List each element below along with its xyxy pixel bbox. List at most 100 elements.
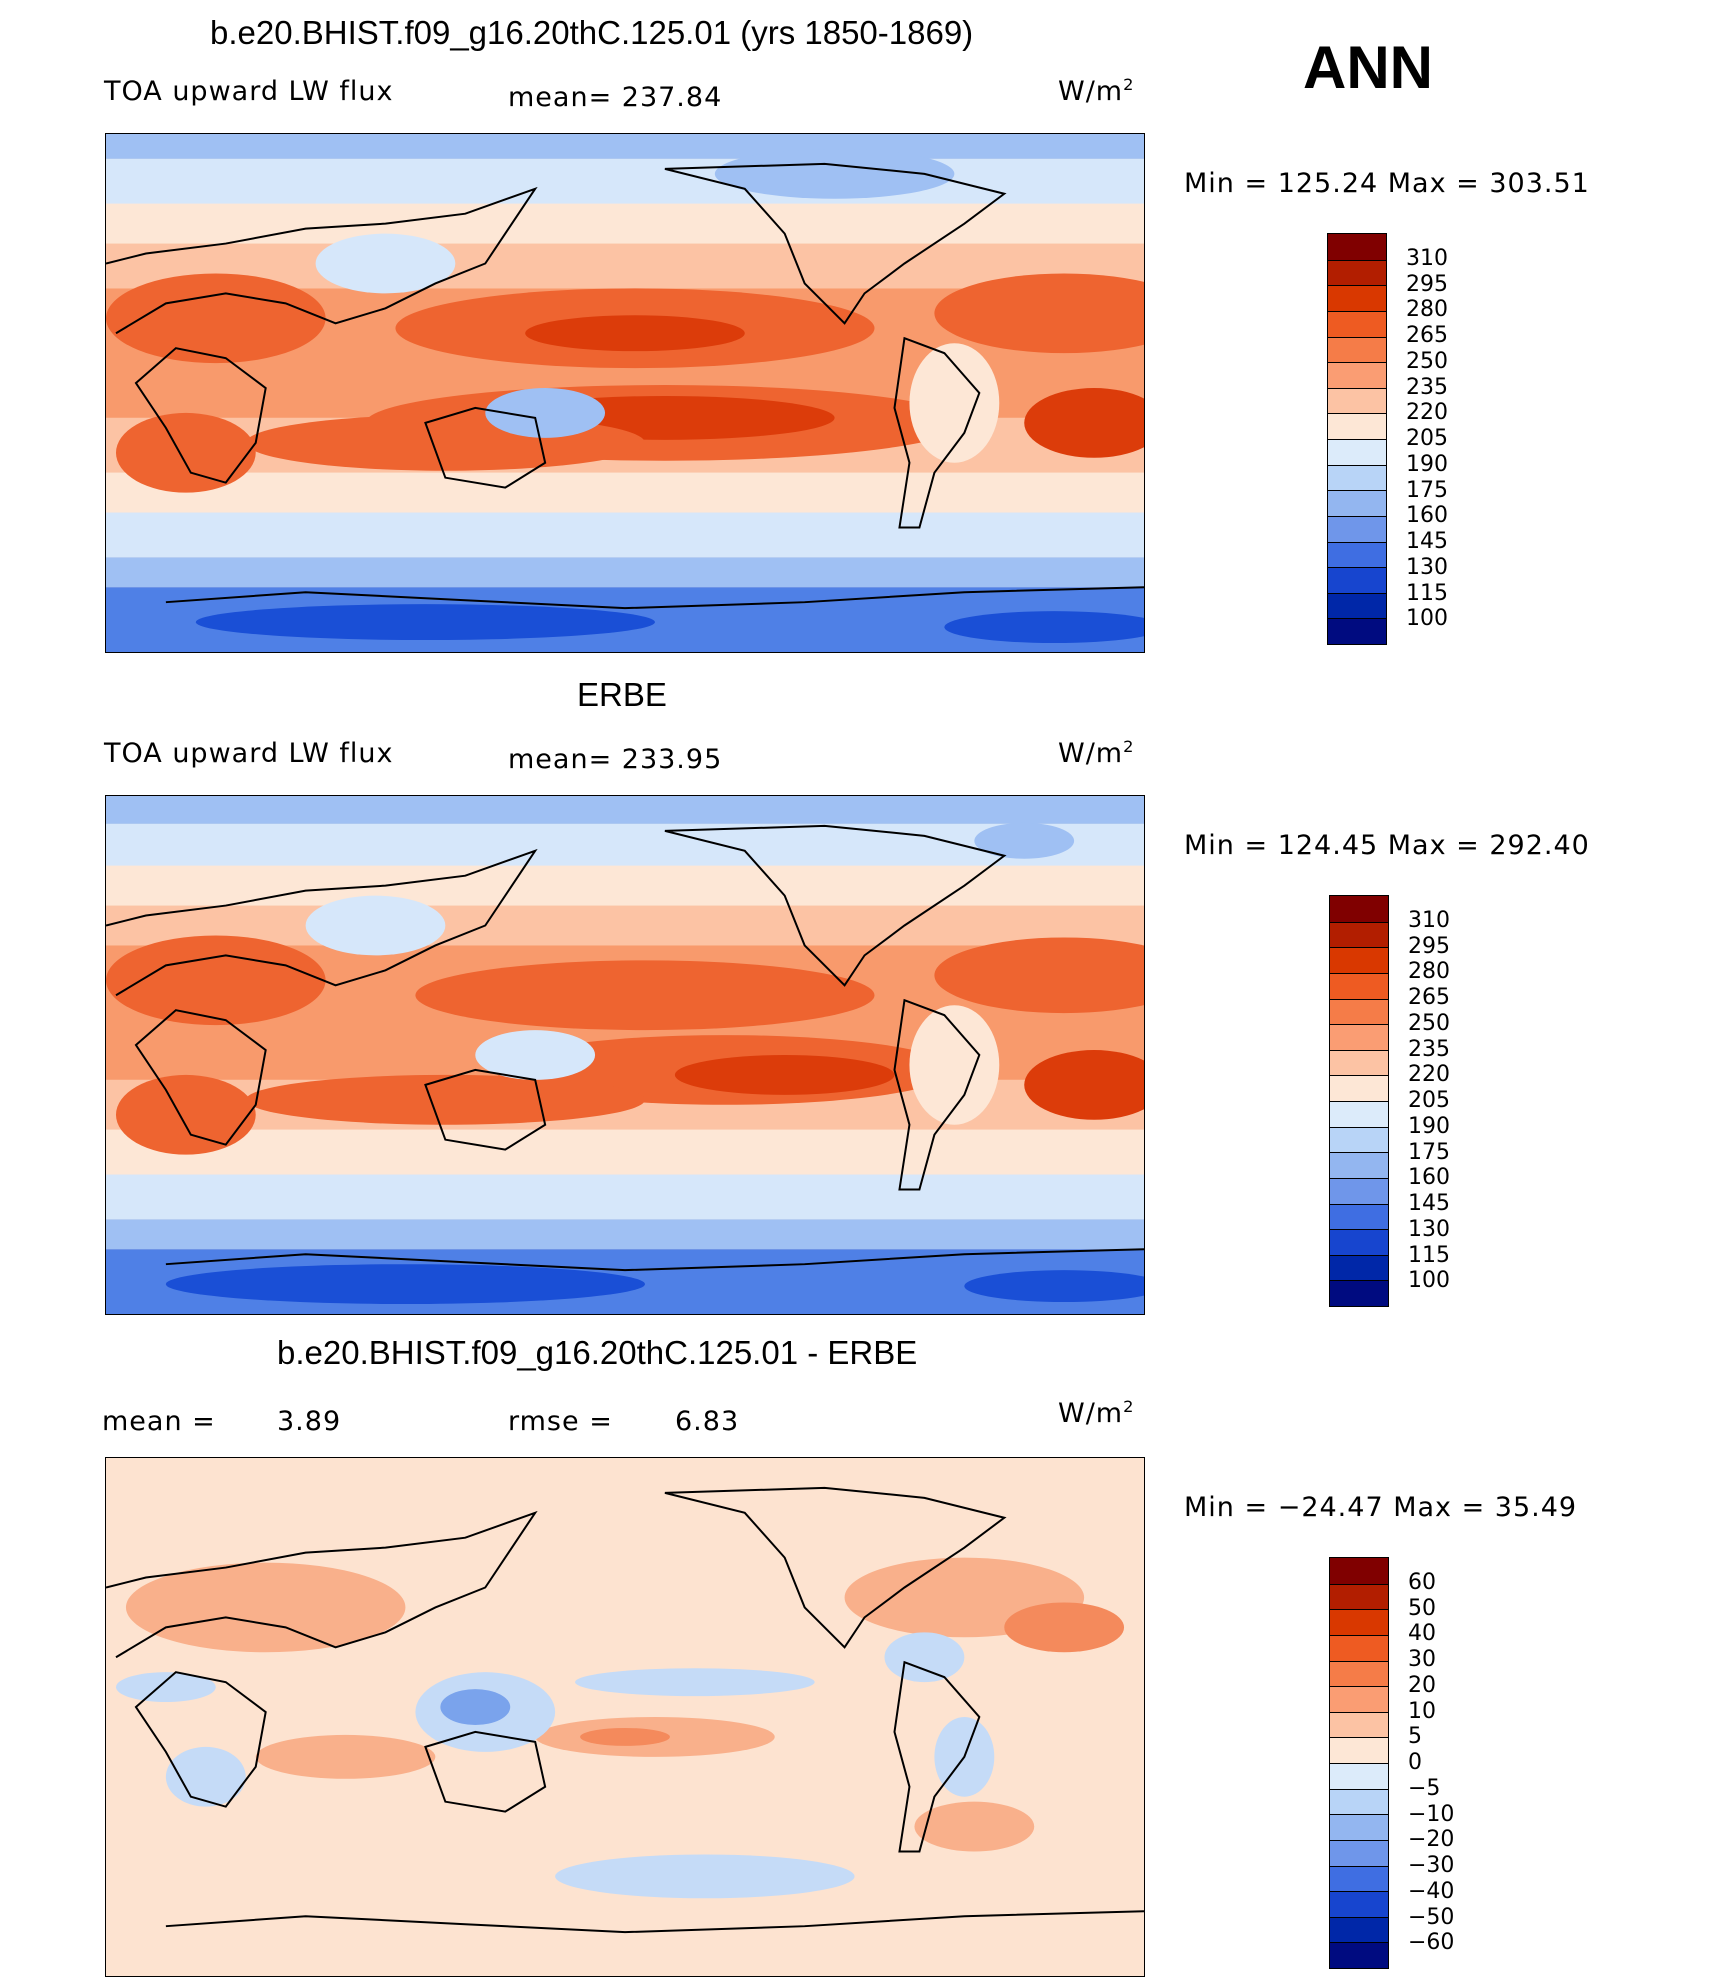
panel2-title: ERBE [577, 676, 667, 713]
colorbar-swatch [1330, 1229, 1388, 1255]
colorbar-swatch [1330, 972, 1388, 999]
panel3-rmse-value: 6.83 [675, 1406, 740, 1437]
colorbar-tick-label: 190 [1408, 1113, 1450, 1139]
colorbar-tick-label: 175 [1406, 477, 1448, 503]
colorbar-tick-label: 5 [1408, 1724, 1422, 1750]
colorbar-swatch [1330, 1660, 1388, 1687]
colorbar-swatch [1328, 567, 1386, 593]
colorbar-tick-label: −60 [1408, 1930, 1455, 1956]
panel2-mean-label: mean= 233.95 [508, 744, 723, 775]
panel1-title: b.e20.BHIST.f09_g16.20thC.125.01 (yrs 18… [210, 14, 974, 51]
colorbar-swatch [1330, 1075, 1388, 1101]
colorbar-tick-label: 280 [1406, 297, 1448, 323]
colorbar-tick-label: 175 [1408, 1139, 1450, 1165]
colorbar-swatch [1328, 336, 1386, 363]
colorbar-swatch [1330, 1711, 1388, 1738]
colorbar-tick-label: 220 [1408, 1062, 1450, 1088]
colorbar-swatch [1328, 362, 1386, 388]
colorbar-swatch [1328, 541, 1386, 568]
colorbar-swatch [1330, 921, 1388, 948]
panel1-map [105, 133, 1145, 653]
panel2-map-svg [106, 796, 1144, 1314]
colorbar-swatch [1330, 1865, 1388, 1892]
colorbar-tick-label: 10 [1408, 1698, 1436, 1724]
panel1-map-svg [106, 134, 1144, 652]
colorbar-tick-label: 160 [1408, 1165, 1450, 1191]
colorbar-swatch [1330, 1942, 1388, 1968]
colorbar-swatch [1328, 285, 1386, 311]
colorbar-tick-label: 205 [1408, 1088, 1450, 1113]
panel1-variable-label: TOA upward LW flux [104, 76, 394, 107]
colorbar-swatch [1328, 439, 1386, 465]
colorbar-tick-label: 30 [1408, 1647, 1436, 1672]
colorbar-swatch [1330, 1280, 1388, 1306]
panel3-colorbar [1329, 1557, 1389, 1969]
colorbar-tick-label: 235 [1408, 1036, 1450, 1062]
panel1-units: W/m2 [1058, 75, 1135, 107]
colorbar-tick-label: −20 [1408, 1827, 1455, 1853]
colorbar-swatch [1330, 1049, 1388, 1076]
colorbar-tick-label: −40 [1408, 1878, 1455, 1904]
colorbar-swatch [1330, 1891, 1388, 1917]
colorbar-tick-label: 115 [1408, 1242, 1450, 1268]
colorbar-tick-label: 310 [1406, 245, 1448, 271]
panel2-minmax: Min = 124.45 Max = 292.40 [1184, 830, 1590, 861]
season-label: ANN [1303, 34, 1433, 101]
panel2-map [105, 795, 1145, 1315]
colorbar-tick-label: 0 [1408, 1750, 1422, 1775]
colorbar-swatch [1330, 1609, 1388, 1635]
colorbar-swatch [1330, 1152, 1388, 1178]
panel3-map-svg [106, 1458, 1144, 1976]
colorbar-swatch [1330, 1558, 1388, 1584]
colorbar-swatch [1330, 1788, 1388, 1815]
colorbar-tick-label: 295 [1406, 271, 1448, 297]
colorbar-swatch [1328, 413, 1386, 439]
panel2-variable-label: TOA upward LW flux [104, 738, 394, 769]
colorbar-swatch [1328, 490, 1386, 516]
colorbar-tick-label: −10 [1408, 1801, 1455, 1827]
colorbar-swatch [1330, 1737, 1388, 1763]
colorbar-tick-label: 100 [1408, 1268, 1450, 1294]
colorbar-swatch [1328, 310, 1386, 337]
colorbar-swatch [1330, 1763, 1388, 1789]
panel3-minmax: Min = −24.47 Max = 35.49 [1184, 1492, 1578, 1523]
panel3-mean-value: 3.89 [277, 1406, 342, 1437]
colorbar-tick-label: 50 [1408, 1595, 1436, 1621]
panel3-mean-label: mean = [102, 1406, 216, 1437]
colorbar-tick-label: 250 [1408, 1010, 1450, 1036]
panel2-units: W/m2 [1058, 737, 1135, 769]
colorbar-swatch [1328, 618, 1386, 644]
colorbar-tick-label: 160 [1406, 503, 1448, 529]
colorbar-swatch [1330, 1126, 1388, 1153]
colorbar-swatch [1330, 1814, 1388, 1840]
colorbar-swatch [1330, 1839, 1388, 1866]
colorbar-tick-label: −5 [1408, 1775, 1441, 1801]
colorbar-swatch [1328, 259, 1386, 286]
colorbar-tick-label: 205 [1406, 426, 1448, 451]
colorbar-tick-label: 280 [1408, 959, 1450, 985]
colorbar-swatch [1330, 1686, 1388, 1712]
colorbar-swatch [1330, 1634, 1388, 1661]
panel1-mean-label: mean= 237.84 [508, 82, 723, 113]
colorbar-tick-label: 145 [1408, 1191, 1450, 1216]
colorbar-swatch [1330, 1583, 1388, 1610]
colorbar-swatch [1330, 947, 1388, 973]
colorbar-tick-label: 100 [1406, 606, 1448, 632]
colorbar-tick-label: 310 [1408, 907, 1450, 933]
panel1-minmax: Min = 125.24 Max = 303.51 [1184, 168, 1590, 199]
colorbar-swatch [1330, 998, 1388, 1025]
panel2-colorbar [1329, 895, 1389, 1307]
colorbar-tick-label: 60 [1408, 1569, 1436, 1595]
colorbar-swatch [1330, 1203, 1388, 1230]
colorbar-tick-label: 190 [1406, 451, 1448, 477]
panel1-colorbar [1327, 233, 1387, 645]
panel3-map [105, 1457, 1145, 1977]
colorbar-tick-label: 295 [1408, 933, 1450, 959]
colorbar-swatch [1330, 1024, 1388, 1050]
colorbar-tick-label: 115 [1406, 580, 1448, 606]
panel3-rmse-label: rmse = [508, 1406, 613, 1437]
colorbar-tick-label: 40 [1408, 1621, 1436, 1647]
colorbar-tick-label: 130 [1408, 1216, 1450, 1242]
colorbar-swatch [1328, 464, 1386, 491]
colorbar-tick-label: −30 [1408, 1853, 1455, 1878]
